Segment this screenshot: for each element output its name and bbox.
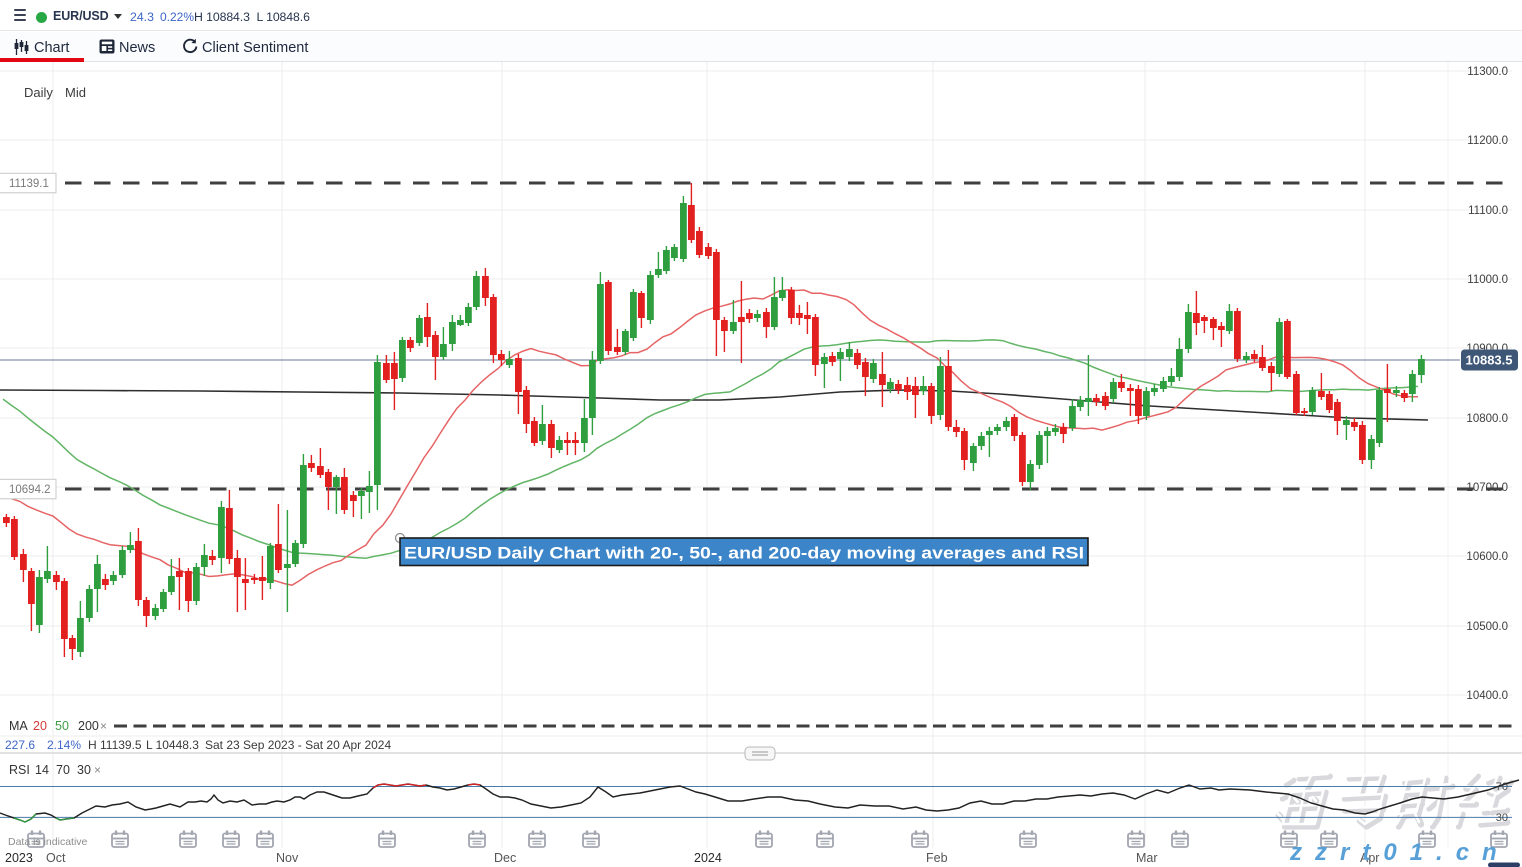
svg-text:×: ×: [94, 763, 101, 777]
svg-text:Feb: Feb: [926, 851, 948, 865]
svg-text:10600.0: 10600.0: [1466, 551, 1508, 563]
svg-text:11100.0: 11100.0: [1468, 205, 1508, 217]
svg-text:14: 14: [35, 763, 49, 777]
svg-text:200: 200: [78, 719, 99, 733]
svg-text:2024: 2024: [694, 851, 722, 865]
svg-text:30: 30: [77, 763, 91, 777]
svg-text:2.14%: 2.14%: [47, 738, 81, 752]
svg-text:Sat 23 Sep 2023 - Sat 20 Apr 2: Sat 23 Sep 2023 - Sat 20 Apr 2024: [205, 738, 391, 752]
svg-text:×: ×: [100, 719, 107, 733]
svg-text:MA: MA: [9, 719, 28, 733]
svg-text:zzrt01.cn: zzrt01.cn: [1289, 839, 1510, 866]
svg-text:H 11139.5: H 11139.5: [88, 738, 142, 752]
svg-text:2023: 2023: [5, 851, 33, 865]
svg-text:Mid: Mid: [65, 85, 86, 100]
svg-text:10700.0: 10700.0: [1466, 482, 1508, 494]
svg-text:10400.0: 10400.0: [1466, 690, 1508, 702]
svg-text:RSI: RSI: [9, 763, 30, 777]
svg-text:70: 70: [56, 763, 70, 777]
svg-text:Nov: Nov: [276, 851, 299, 865]
svg-text:11139.1: 11139.1: [9, 178, 49, 190]
svg-text:11300.0: 11300.0: [1467, 66, 1508, 78]
svg-text:30: 30: [1496, 812, 1508, 824]
svg-text:Oct: Oct: [46, 851, 66, 865]
svg-text:L 10448.3: L 10448.3: [146, 738, 199, 752]
svg-text:11000.0: 11000.0: [1467, 274, 1508, 286]
svg-text:50: 50: [55, 719, 69, 733]
svg-text:Apr: Apr: [1360, 851, 1379, 865]
svg-text:Mar: Mar: [1136, 851, 1158, 865]
svg-text:EUR/USD Daily Chart with 20-,: EUR/USD Daily Chart with 20-, 50-, and 2…: [404, 545, 1084, 563]
svg-text:10694.2: 10694.2: [9, 484, 51, 496]
svg-text:Data is indicative: Data is indicative: [8, 836, 88, 848]
svg-text:10800.0: 10800.0: [1466, 413, 1508, 425]
svg-text:227.6: 227.6: [5, 738, 35, 752]
svg-text:20: 20: [33, 719, 47, 733]
svg-text:Daily: Daily: [24, 85, 53, 100]
svg-text:10883.5: 10883.5: [1466, 353, 1513, 368]
svg-text:11200.0: 11200.0: [1467, 135, 1508, 147]
svg-text:10500.0: 10500.0: [1466, 621, 1508, 633]
svg-text:Dec: Dec: [494, 851, 516, 865]
